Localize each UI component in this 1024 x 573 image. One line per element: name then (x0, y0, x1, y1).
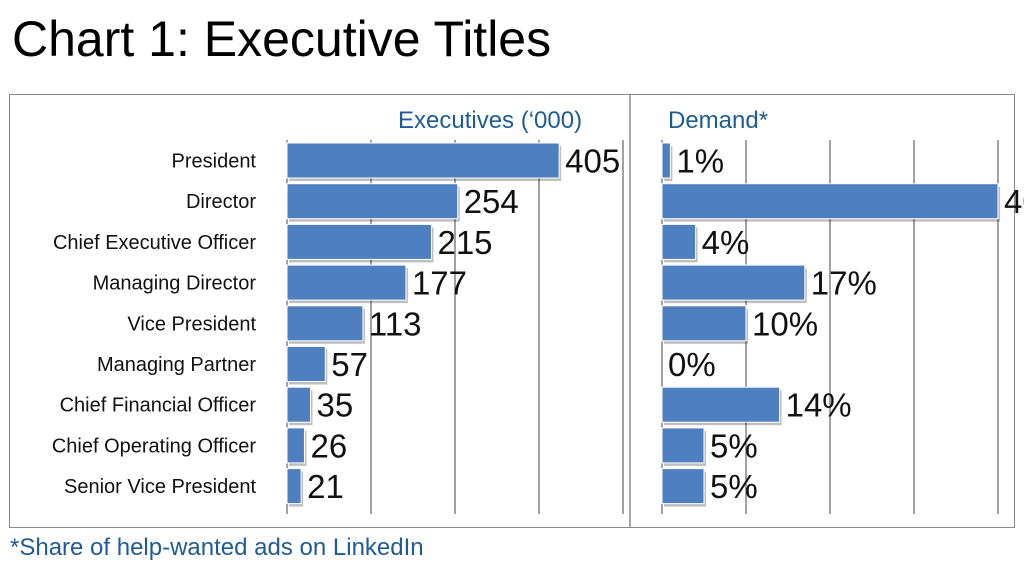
bar (661, 468, 705, 505)
bar (286, 427, 305, 464)
category-label: Vice President (127, 313, 256, 335)
bar (661, 386, 781, 423)
chart-title: Chart 1: Executive Titles (12, 11, 552, 67)
value-label: 177 (412, 265, 467, 302)
value-label: 26 (310, 427, 347, 464)
category-label: President (172, 151, 257, 173)
value-label: 254 (464, 183, 519, 220)
value-label: 10% (752, 305, 818, 342)
bar (286, 346, 326, 382)
value-label: 35 (317, 387, 354, 424)
bar (661, 223, 697, 260)
value-label: 0% (668, 346, 716, 383)
category-label: Senior Vice President (64, 476, 256, 498)
bar (286, 264, 407, 301)
value-label: 4% (702, 224, 750, 261)
value-label: 21 (307, 468, 344, 505)
panel-title-2: Demand* (668, 107, 768, 134)
value-label: 14% (786, 387, 852, 424)
bar (661, 142, 671, 179)
value-label: 40% (1004, 183, 1024, 220)
value-label: 5% (710, 468, 758, 505)
value-label: 215 (437, 224, 492, 261)
value-label: 405 (565, 143, 620, 180)
bar (286, 142, 560, 179)
category-label: Chief Operating Officer (52, 435, 257, 457)
panel-title-1: Executives (‘000) (398, 107, 582, 134)
bar (661, 427, 705, 464)
value-label: 57 (331, 346, 368, 383)
bar (661, 264, 806, 301)
category-label: Managing Director (93, 273, 257, 295)
category-label: Managing Partner (97, 354, 256, 376)
category-label: Chief Financial Officer (60, 395, 257, 417)
bar (661, 305, 747, 342)
bar (286, 468, 302, 505)
bar (286, 223, 432, 260)
footnote: *Share of help-wanted ads on LinkedIn (10, 534, 424, 561)
chart-frame (9, 94, 1015, 528)
value-label: 113 (369, 305, 422, 342)
bar (286, 183, 459, 220)
value-label: 1% (676, 143, 724, 180)
value-label: 5% (710, 427, 758, 464)
category-label: Director (186, 191, 256, 213)
category-label: Chief Executive Officer (53, 232, 256, 254)
bar (661, 183, 999, 220)
value-label: 17% (811, 265, 877, 302)
bar (286, 386, 312, 423)
bar (286, 305, 364, 342)
